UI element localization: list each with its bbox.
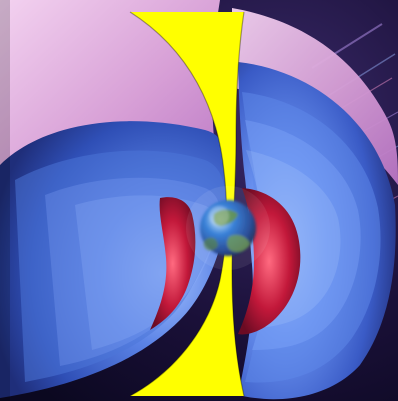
earth-continent-2 — [227, 234, 250, 252]
inner-belt-left — [150, 197, 196, 330]
earth-highlight — [209, 206, 229, 226]
earth-glow — [186, 186, 270, 270]
yellow-cutaway-plane — [130, 12, 244, 396]
earth — [200, 200, 256, 256]
left-vignette — [0, 0, 10, 401]
earth-continent-3 — [203, 237, 218, 251]
